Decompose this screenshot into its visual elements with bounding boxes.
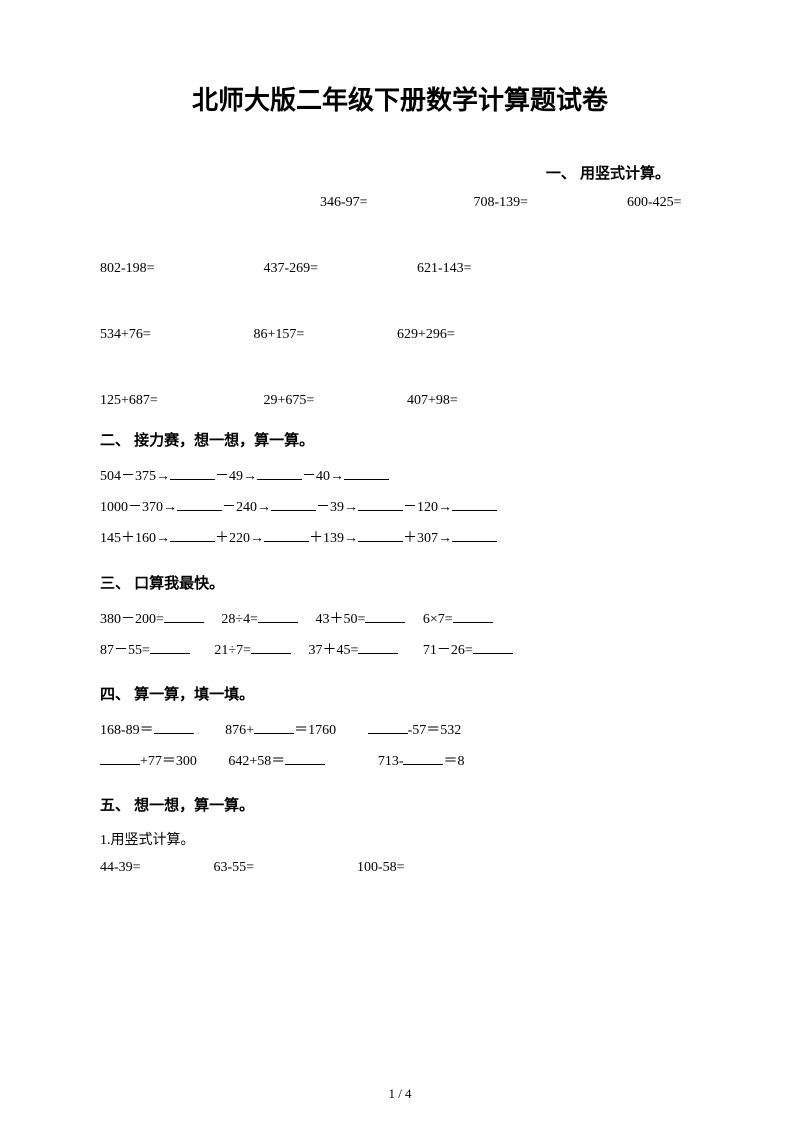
section-2-line-3: 145＋160→ ＋220→ ＋139→ ＋307→ [100,526,700,551]
section-2-header: 二、 接力赛，想一想，算一算。 [100,429,700,450]
section-5-line-1: 44-39= 63-55= 100-58= [100,855,700,880]
problem: 21÷7= [214,643,251,658]
problem: 802-198= [100,261,260,277]
blank [358,528,403,542]
chain-step: －39→ [316,500,358,515]
problem: 37＋45= [309,643,359,658]
problem: 346-97= [320,195,470,211]
blank [164,609,204,623]
chain-step: －240→ [222,500,271,515]
blank [403,751,443,765]
problem: 63-55= [214,855,354,880]
section-3-header: 三、 口算我最快。 [100,572,700,593]
blank [258,609,298,623]
section-4-line-1: 168-89＝ 876+ ＝1760 -57＝532 [100,718,700,743]
blank [452,497,497,511]
problem: 600-425= [627,195,682,210]
blank [358,497,403,511]
problem: 380－200= [100,612,164,627]
problem: 629+296= [397,327,455,342]
chain-step: －40→ [302,469,344,484]
problem: 86+157= [254,327,394,343]
problem: 407+98= [407,393,458,408]
problem: 71－26= [423,643,473,658]
blank [368,720,408,734]
blank [170,528,215,542]
chain-step: －120→ [403,500,452,515]
chain-start: 504－375→ [100,469,170,484]
chain-start: 145＋160→ [100,531,170,546]
section-2-line-1: 504－375→ －49→ －40→ [100,464,700,489]
problem: 642+58＝ [228,754,285,769]
chain-step: ＋307→ [403,531,452,546]
blank [271,497,316,511]
problem: 713- [378,754,404,769]
blank [154,720,194,734]
problem: 44-39= [100,855,210,880]
blank [254,720,294,734]
blank [257,466,302,480]
problem: 125+687= [100,393,260,409]
problem: 6×7= [423,612,453,627]
section-1-row-3: 534+76= 86+157= 629+296= [100,327,700,343]
section-2-line-2: 1000－370→ －240→ －39→ －120→ [100,495,700,520]
problem: 29+675= [264,393,404,409]
section-1-row-4: 125+687= 29+675= 407+98= [100,393,700,409]
problem: -57＝532 [408,723,462,738]
blank [473,640,513,654]
blank [285,751,325,765]
blank [100,751,140,765]
section-1-row-2: 802-198= 437-269= 621-143= [100,261,700,277]
problem: 87－55= [100,643,150,658]
blank [358,640,398,654]
problem: 100-58= [357,860,405,875]
section-1-header: 一、 用竖式计算。 [100,162,700,183]
problem: 621-143= [417,261,472,276]
section-3-line-1: 380－200= 28÷4= 43＋50= 6×7= [100,607,700,632]
document-title: 北师大版二年级下册数学计算题试卷 [100,80,700,117]
section-4-header: 四、 算一算，填一填。 [100,683,700,704]
problem: +77＝300 [140,754,197,769]
section-5-sub: 1.用竖式计算。 [100,829,700,849]
chain-step: －49→ [215,469,257,484]
blank [453,609,493,623]
problem: 28÷4= [221,612,258,627]
section-4-line-2: +77＝300 642+58＝ 713- ＝8 [100,749,700,774]
problem: ＝8 [443,754,464,769]
blank [177,497,222,511]
chain-step: ＋139→ [309,531,358,546]
chain-start: 1000－370→ [100,500,177,515]
blank [452,528,497,542]
blank [344,466,389,480]
blank [251,640,291,654]
page-number: 1 / 4 [0,1086,800,1102]
problem: 534+76= [100,327,250,343]
section-3-line-2: 87－55= 21÷7= 37＋45= 71－26= [100,638,700,663]
blank [365,609,405,623]
chain-step: ＋220→ [215,531,264,546]
problem: 43＋50= [316,612,366,627]
problem: 876+ [225,723,254,738]
problem: 168-89＝ [100,723,154,738]
section-1-row-1: 346-97= 708-139= 600-425= [100,195,700,211]
problem: ＝1760 [294,723,336,738]
problem: 708-139= [474,195,624,211]
blank [170,466,215,480]
problem: 437-269= [264,261,414,277]
section-5-header: 五、 想一想，算一算。 [100,794,700,815]
blank [264,528,309,542]
blank [150,640,190,654]
